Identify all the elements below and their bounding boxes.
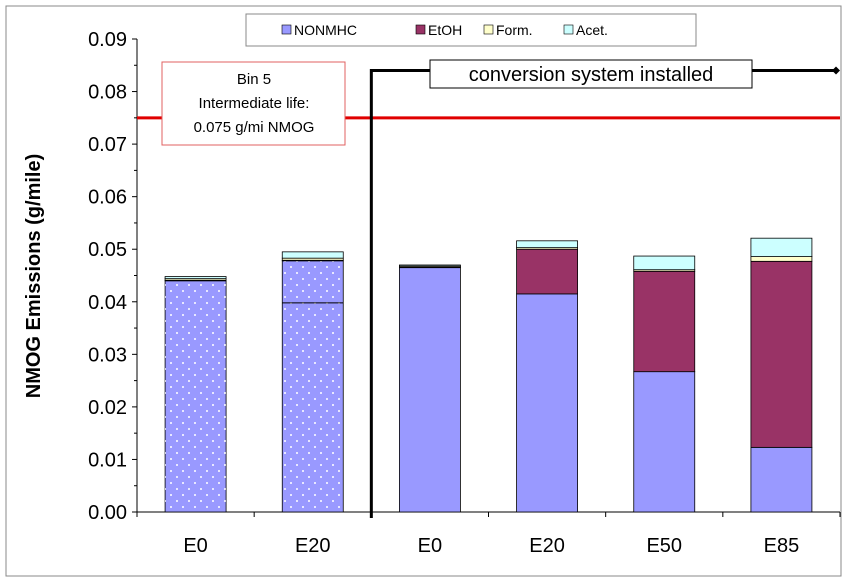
bar-segment-nonmhc <box>750 446 813 513</box>
legend-label-acet: Acet. <box>576 22 608 38</box>
axes: 0.00 0.01 0.02 0.03 0.04 0.05 0.06 0.07 0.08 0.09… <box>88 29 841 557</box>
legend-label-etoh: EtOH <box>428 22 462 38</box>
bar-segment-acet <box>399 264 461 267</box>
legend-swatch-form <box>483 24 494 35</box>
legend-swatch-etoh <box>415 24 426 35</box>
y-tick-label: 0.02 <box>88 397 127 419</box>
bar-segment-form <box>750 256 813 262</box>
y-tick-label: 0.09 <box>88 29 127 51</box>
bin5-annotation: Bin 5 Intermediate life: 0.075 g/mi NMOG <box>161 61 346 146</box>
bar-segment-nonmhc <box>633 371 696 513</box>
bar-segment-etoh <box>516 248 578 295</box>
bin5-line-3: 0.075 g/mi NMOG <box>194 119 315 136</box>
conversion-label-box <box>429 59 753 89</box>
y-tick-label: 0.03 <box>88 344 127 366</box>
y-tick-label: 0.08 <box>88 82 127 104</box>
bin5-line-2: Intermediate life: <box>199 95 310 112</box>
legend-label-nonmhc: NONMHC <box>294 22 357 38</box>
bar-segment-nonmhc <box>399 267 461 513</box>
legend-box <box>245 13 697 47</box>
conversion-label: conversion system installed <box>469 64 714 86</box>
bar-segment-etoh <box>633 270 696 373</box>
x-tick-label: E85 <box>764 535 800 557</box>
x-tick-label: E0 <box>418 535 442 557</box>
bar-dot-pattern <box>282 260 344 512</box>
y-tick-label: 0.06 <box>88 187 127 209</box>
conversion-divider-line <box>369 69 430 518</box>
bin5-line-1: Bin 5 <box>237 71 271 88</box>
y-tick-label: 0.05 <box>88 239 127 261</box>
conversion-arrow-marker <box>832 66 840 75</box>
bar-segment-acet <box>750 237 813 257</box>
bin5-box <box>161 61 346 146</box>
bar-segment-etoh <box>750 260 813 448</box>
bar-dot-pattern <box>165 280 227 512</box>
legend-swatch-acet <box>563 24 574 35</box>
y-tick-label: 0.04 <box>88 292 127 314</box>
x-tick-label: E20 <box>295 535 331 557</box>
bar-segment-acet <box>516 240 578 249</box>
x-tick-label: E0 <box>183 535 207 557</box>
bar-segment-acet <box>633 255 696 271</box>
legend-label-form: Form. <box>496 22 533 38</box>
bar-segment-nonmhc <box>516 293 578 513</box>
bar-segment-acet <box>164 276 227 280</box>
x-tick-label: E20 <box>529 535 565 557</box>
legend: NONMHC EtOH Form. Acet. <box>245 13 697 47</box>
bars <box>164 237 813 513</box>
y-tick-label: 0.07 <box>88 134 127 156</box>
y-axis-title: NMOG Emissions (g/mile) <box>23 154 45 398</box>
conversion-annotation: conversion system installed <box>429 59 753 89</box>
y-tick-label: 0.00 <box>88 502 127 524</box>
x-tick-label: E50 <box>646 535 682 557</box>
legend-swatch-nonmhc <box>281 24 292 35</box>
bar-segment-acet <box>281 251 344 259</box>
y-tick-label: 0.01 <box>88 449 127 471</box>
